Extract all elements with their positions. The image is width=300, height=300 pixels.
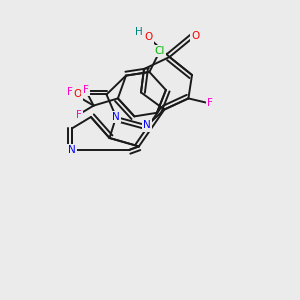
Text: N: N: [143, 120, 151, 130]
Text: O: O: [144, 32, 153, 43]
Text: Cl: Cl: [155, 46, 165, 56]
Text: O: O: [191, 31, 199, 41]
Text: F: F: [67, 86, 73, 97]
Text: F: F: [76, 110, 82, 120]
Text: F: F: [207, 98, 213, 109]
Text: N: N: [112, 112, 120, 122]
Text: F: F: [82, 85, 88, 95]
Text: H: H: [135, 27, 143, 37]
Text: N: N: [68, 145, 76, 155]
Text: O: O: [73, 89, 82, 100]
